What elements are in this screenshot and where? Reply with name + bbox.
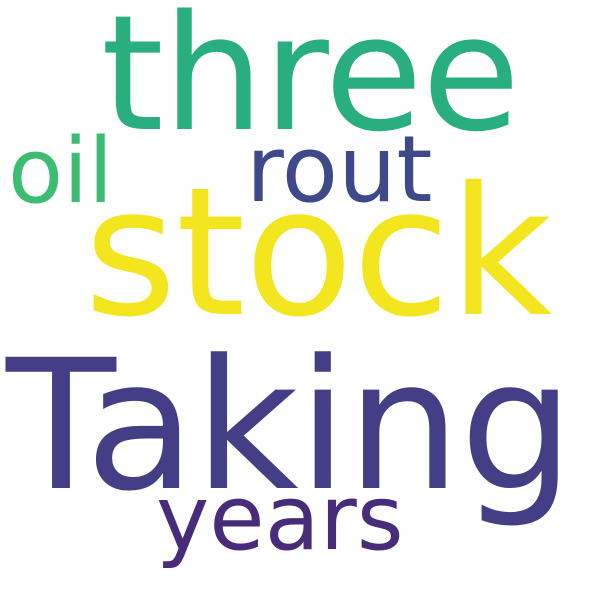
word-years: years — [156, 466, 404, 571]
word-stock: stock — [84, 149, 552, 356]
word-oil: oil — [8, 119, 114, 224]
word-taking: Taking — [6, 322, 574, 531]
word-three: three — [101, 0, 520, 167]
word-rout: rout — [246, 116, 433, 223]
